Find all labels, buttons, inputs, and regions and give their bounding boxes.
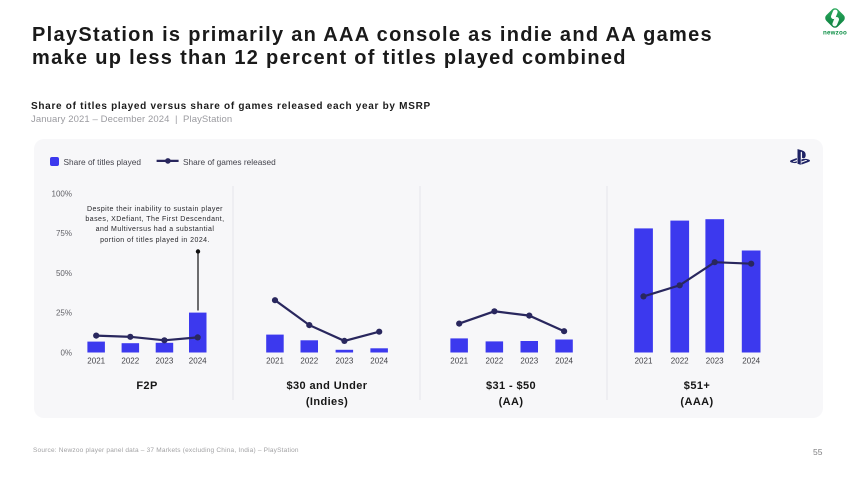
svg-text:2022: 2022 (486, 356, 504, 365)
svg-text:newzoo: newzoo (823, 30, 847, 37)
svg-text:2021: 2021 (87, 356, 105, 365)
svg-text:2024: 2024 (742, 356, 760, 365)
svg-text:50%: 50% (56, 269, 72, 278)
svg-text:2023: 2023 (706, 356, 724, 365)
svg-text:2024: 2024 (370, 356, 388, 365)
svg-text:2021: 2021 (450, 356, 468, 365)
svg-text:25%: 25% (56, 309, 72, 318)
svg-text:2021: 2021 (266, 356, 284, 365)
svg-text:0%: 0% (60, 348, 72, 357)
svg-text:2023: 2023 (156, 356, 174, 365)
svg-text:2021: 2021 (635, 356, 653, 365)
svg-text:2024: 2024 (555, 356, 573, 365)
svg-text:100%: 100% (52, 189, 72, 198)
svg-text:75%: 75% (56, 229, 72, 238)
svg-text:2022: 2022 (300, 356, 318, 365)
svg-text:2023: 2023 (336, 356, 354, 365)
svg-text:2022: 2022 (121, 356, 139, 365)
svg-text:2024: 2024 (189, 356, 207, 365)
svg-text:2022: 2022 (671, 356, 689, 365)
svg-text:2023: 2023 (520, 356, 538, 365)
